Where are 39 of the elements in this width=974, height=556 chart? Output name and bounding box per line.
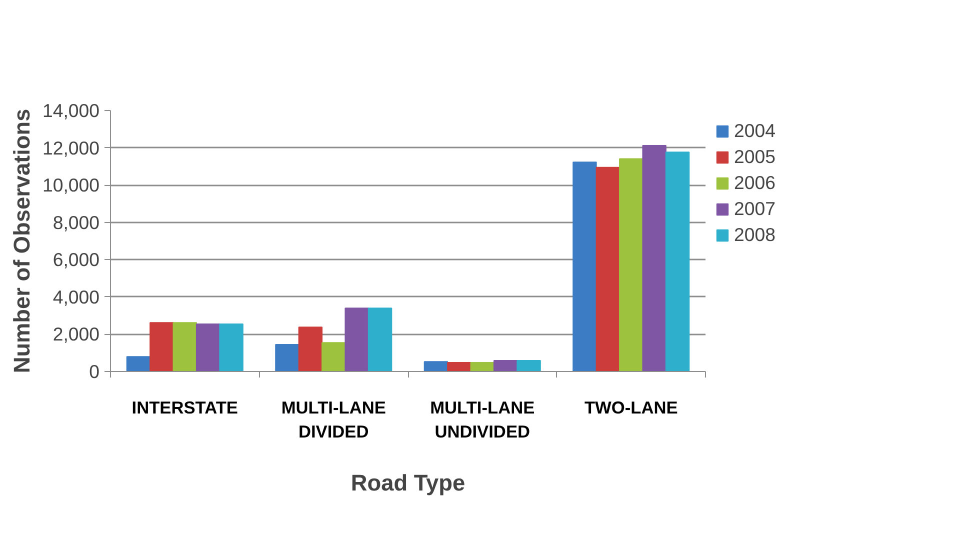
y-tick-label: 6,000 [52, 249, 100, 270]
bar [665, 152, 690, 372]
y-tick-label: 2,000 [52, 324, 100, 345]
y-tick-label: 10,000 [42, 174, 100, 196]
y-tick-label: 12,000 [42, 137, 100, 158]
bar [596, 166, 620, 372]
legend-label: 2006 [734, 172, 776, 194]
bar [172, 322, 197, 372]
bar [642, 145, 666, 372]
bar [150, 322, 174, 372]
bar [126, 356, 151, 372]
bar [322, 342, 346, 372]
bar [275, 344, 300, 372]
bar [196, 323, 220, 372]
y-axis-title: Number of Observations [8, 108, 34, 374]
y-tick-label: 14,000 [42, 100, 100, 121]
legend-label: 2004 [734, 120, 776, 142]
bar [470, 362, 494, 372]
y-tick-label: 4,000 [52, 286, 100, 308]
bar [424, 361, 448, 372]
bar [619, 158, 644, 372]
y-tick-label: 0 [89, 361, 100, 382]
x-tick-label: MULTI-LANE DIVIDED [281, 398, 386, 442]
y-tick-label: 8,000 [52, 212, 100, 233]
bar [344, 308, 369, 372]
bar [368, 308, 392, 372]
legend-label: 2005 [734, 146, 776, 168]
bar [447, 362, 472, 372]
legend-label: 2007 [734, 198, 776, 220]
bar [516, 360, 541, 372]
x-axis-title: Road Type [350, 470, 466, 496]
x-tick-label: MULTI-LANE UNDIVIDED [430, 398, 535, 442]
bar [493, 360, 518, 372]
bar [298, 326, 323, 372]
x-tick-label: TWO-LANE [584, 398, 678, 418]
bar [572, 162, 597, 372]
legend-label: 2008 [734, 224, 776, 246]
bar [219, 323, 244, 372]
x-tick-label: INTERSTATE [132, 398, 238, 418]
